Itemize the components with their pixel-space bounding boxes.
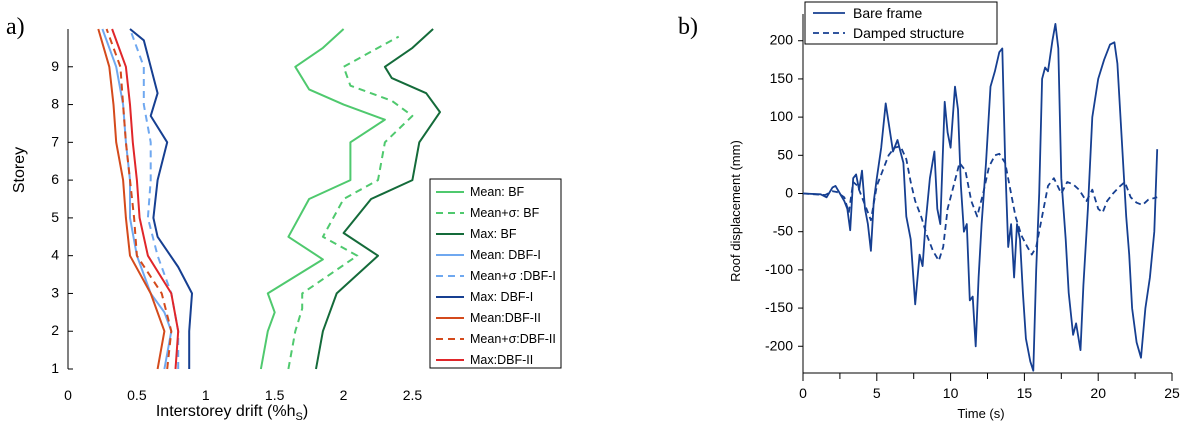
- panel-b-axes: [798, 14, 1173, 381]
- panel-b-label: b): [678, 14, 698, 40]
- series-mean-dbf-i: [101, 28, 173, 370]
- series-bare-frame: [802, 23, 1159, 372]
- y-tick-label: 8: [51, 96, 59, 112]
- legend-label: Mean+σ :DBF-I: [470, 269, 556, 283]
- panel-a-xlabel-sub: S: [295, 411, 302, 423]
- y-tick-label: 100: [770, 108, 794, 124]
- panel-b-legend: Bare frame Damped structure: [804, 1, 998, 45]
- x-tick-label: 20: [1090, 385, 1106, 401]
- y-tick-label: 200: [770, 32, 794, 48]
- x-tick-label: 2: [340, 387, 348, 403]
- series-max-dbf-ii: [111, 28, 180, 370]
- panel-a-ylabel: Storey: [11, 147, 28, 193]
- series-mean-bf: [259, 28, 386, 370]
- legend-label: Bare frame: [853, 5, 922, 21]
- panel-a-legend: Mean: BF Mean+σ: BF Max: BF Mean: DBF-I Mean…: [429, 178, 562, 369]
- panel-a-axes: [67, 29, 73, 370]
- series-mean-bf: [287, 35, 414, 370]
- legend-label: Max: DBF-I: [470, 290, 533, 304]
- x-tick-label: 25: [1164, 385, 1180, 401]
- y-tick-label: -100: [765, 261, 793, 277]
- panel-a-xlabel-main: Interstorey drift (%h: [156, 403, 296, 420]
- panel-a-drift-chart: a) 1 2 3 4 5 6 7 8 9 0 0.5 1 1.5 2 2.5 Storey Intersto…: [6, 14, 562, 423]
- y-tick-label: 1: [51, 360, 59, 376]
- y-tick-label: -200: [765, 337, 793, 353]
- legend-label: Mean: BF: [470, 185, 525, 199]
- y-tick-label: 2: [51, 322, 59, 338]
- panel-a-tick-labels: 1 2 3 4 5 6 7 8 9 0 0.5 1 1.5 2 2.5: [51, 58, 422, 403]
- y-tick-label: 150: [770, 70, 794, 86]
- x-tick-label: 0: [799, 385, 807, 401]
- y-tick-label: -150: [765, 299, 793, 315]
- y-tick-label: 7: [51, 133, 59, 149]
- panel-a-xlabel-close: ): [303, 403, 308, 420]
- y-tick-label: 3: [51, 284, 59, 300]
- y-tick-label: 6: [51, 171, 59, 187]
- x-tick-label: 1.5: [265, 387, 285, 403]
- series-mean-dbf-ii: [105, 28, 173, 370]
- x-tick-label: 0.5: [127, 387, 147, 403]
- legend-box: [804, 1, 998, 45]
- panel-b-xlabel: Time (s): [957, 406, 1004, 421]
- series-max-dbf-i: [129, 28, 193, 369]
- legend-box: [429, 178, 562, 369]
- series-mean-dbf-ii: [97, 28, 166, 370]
- panel-a-xlabel: Interstorey drift (%hS): [156, 403, 308, 423]
- panel-b-ylabel: Roof displacement (mm): [728, 140, 743, 282]
- series-max-bf: [315, 28, 441, 370]
- panel-b-roof-displacement-chart: b) -200 -150 -100 -50 0 50 100 150 200 0 5 10 15 20 25…: [678, 1, 1180, 421]
- y-tick-label: 0: [785, 185, 793, 201]
- panel-b-tick-labels: -200 -150 -100 -50 0 50 100 150 200 0 5 10 15 20 25: [765, 32, 1180, 401]
- y-tick-label: 50: [777, 146, 793, 162]
- series-mean-dbf-i: [129, 28, 180, 369]
- legend-label: Mean:DBF-II: [470, 311, 541, 325]
- y-tick-label: 4: [51, 247, 59, 263]
- y-tick-label: -50: [773, 223, 793, 239]
- x-tick-label: 1: [202, 387, 210, 403]
- y-tick-label: 5: [51, 209, 59, 225]
- legend-label: Max:DBF-II: [470, 353, 533, 367]
- panel-b-series-group: [802, 23, 1159, 372]
- x-tick-label: 0: [64, 387, 72, 403]
- legend-label: Mean+σ: BF: [470, 206, 540, 220]
- legend-label: Damped structure: [853, 25, 964, 41]
- x-tick-label: 5: [873, 385, 881, 401]
- x-tick-label: 15: [1017, 385, 1033, 401]
- legend-label: Max: BF: [470, 227, 517, 241]
- series-damped-structure: [802, 145, 1158, 262]
- panel-a-label: a): [6, 14, 25, 40]
- panel-a-series-group: [97, 28, 441, 370]
- legend-label: Mean+σ:DBF-II: [470, 332, 556, 346]
- y-tick-label: 9: [51, 58, 59, 74]
- x-tick-label: 2.5: [403, 387, 423, 403]
- legend-label: Mean: DBF-I: [470, 248, 541, 262]
- x-tick-label: 10: [943, 385, 959, 401]
